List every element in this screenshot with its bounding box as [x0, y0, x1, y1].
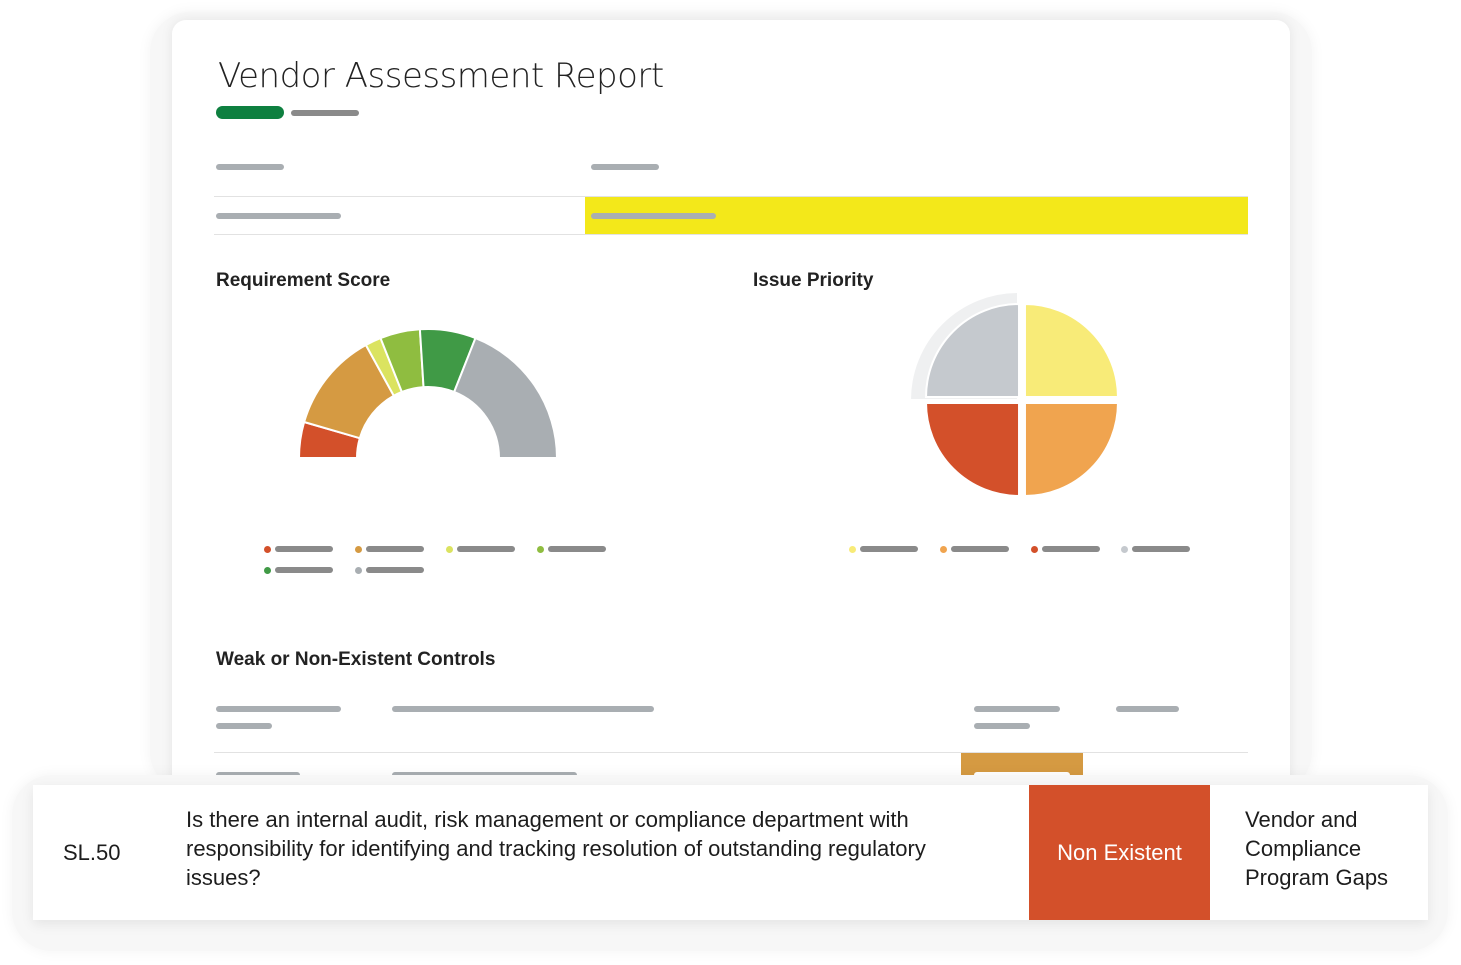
status-badge: Non Existent: [1029, 785, 1210, 920]
placeholder: [291, 110, 359, 116]
placeholder: [216, 164, 284, 170]
placeholder: [216, 706, 341, 712]
pie-slice: [1023, 303, 1119, 399]
control-id: SL.50: [63, 840, 121, 865]
placeholder: [591, 164, 659, 170]
controls-title: Weak or Non-Existent Controls: [216, 649, 496, 670]
report-card: Vendor Assessment Report Requirement Sco…: [172, 20, 1290, 820]
issue-priority-title: Issue Priority: [753, 270, 874, 291]
pie-slice: [925, 303, 1021, 399]
placeholder: [216, 723, 272, 729]
divider: [214, 196, 1248, 197]
requirement-score-gauge: [297, 290, 1119, 497]
placeholder: [974, 723, 1030, 729]
placeholder: [974, 706, 1060, 712]
gauge-segment: [452, 336, 559, 459]
pie-slice: [925, 401, 1021, 497]
placeholder: [216, 213, 341, 219]
divider: [214, 234, 1248, 235]
requirement-score-title: Requirement Score: [216, 270, 391, 291]
divider: [214, 752, 1248, 753]
placeholder: [1116, 706, 1179, 712]
control-question: Is there an internal audit, risk managem…: [186, 807, 926, 890]
table-row[interactable]: SL.50 Is there an internal audit, risk m…: [33, 785, 1428, 920]
pie-slice: [1023, 401, 1119, 497]
control-category: Vendor and Compliance Program Gaps: [1245, 807, 1389, 890]
status-pill: [216, 106, 284, 119]
placeholder: [392, 706, 654, 712]
page-title: Vendor Assessment Report: [218, 56, 664, 96]
placeholder: [591, 213, 716, 219]
